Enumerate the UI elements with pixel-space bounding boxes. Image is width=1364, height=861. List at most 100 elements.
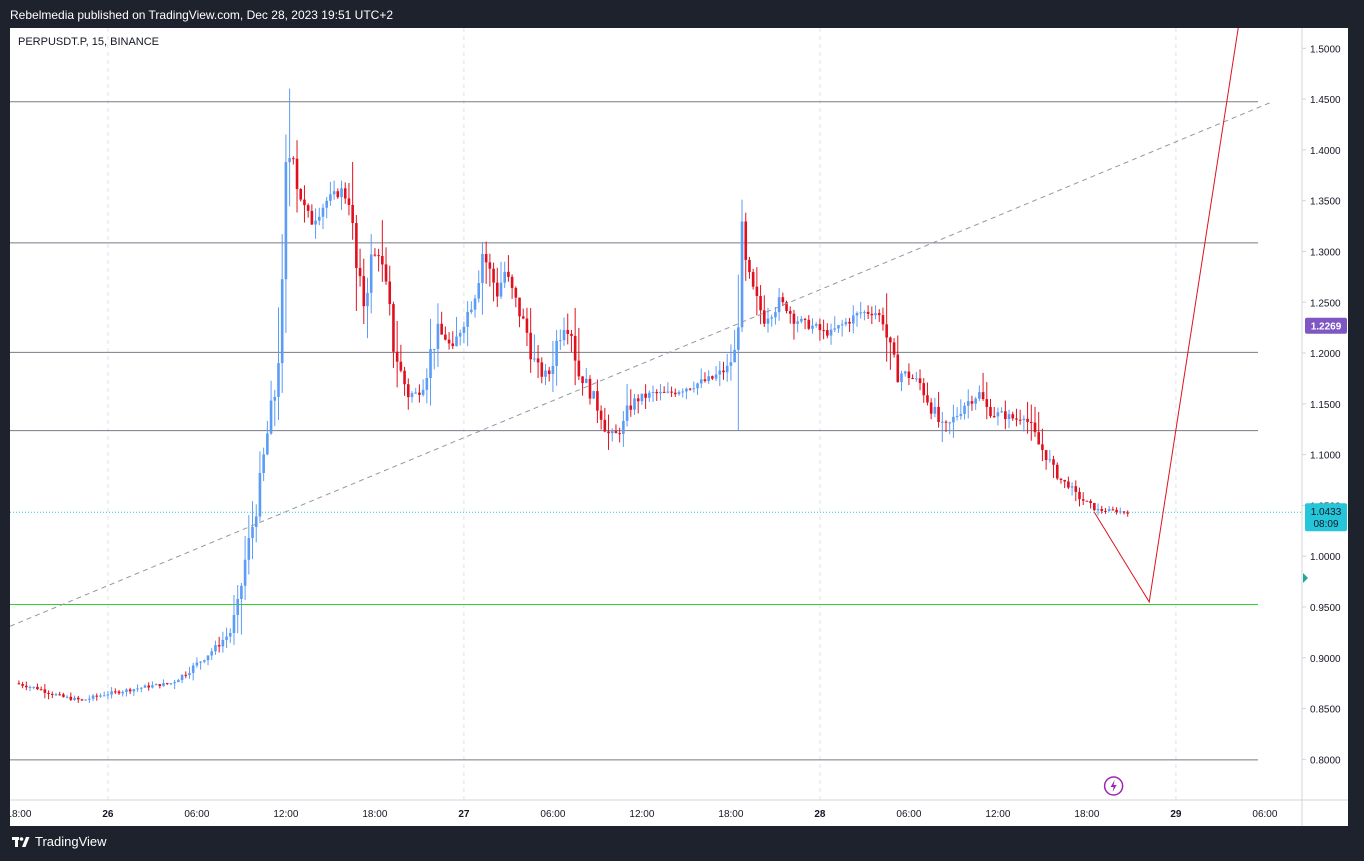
price-chart[interactable]: 0.80000.85000.90000.95001.00001.05001.10… (10, 28, 1348, 826)
candle-body (495, 282, 499, 297)
candle-body (625, 405, 629, 421)
candle-body (581, 376, 584, 384)
candle-body (284, 162, 288, 280)
candle (536, 345, 540, 379)
symbol-label[interactable]: PERPUSDT.P, 15, BINANCE (18, 36, 159, 48)
candle-body (1081, 499, 1085, 501)
last-price-badge (1305, 503, 1347, 532)
candle-body (952, 416, 955, 423)
candle-body (892, 342, 896, 355)
candle (1067, 476, 1070, 490)
candle-body (1041, 444, 1044, 451)
candle (1037, 411, 1041, 445)
candle (381, 220, 384, 282)
candle-body (788, 311, 792, 314)
candle-body (95, 695, 99, 697)
candle (922, 378, 926, 403)
candle (288, 88, 291, 207)
candle-body (421, 389, 425, 395)
candle-body (547, 370, 551, 374)
price-axis-bg[interactable] (1302, 28, 1348, 800)
candle (978, 385, 981, 402)
candle (225, 627, 228, 649)
price-tick-label: 0.9000 (1310, 654, 1341, 665)
candle (369, 234, 373, 314)
candle-body (377, 255, 380, 257)
candle-body (17, 683, 21, 685)
candle (147, 682, 150, 691)
candle-body (1033, 422, 1037, 433)
candle-body (1118, 511, 1122, 513)
candle-body (863, 311, 866, 313)
candle (499, 261, 503, 300)
candle (62, 692, 65, 698)
candle-body (1004, 411, 1007, 420)
candle (1011, 411, 1015, 421)
candle (403, 366, 406, 396)
candle-body (966, 401, 970, 406)
candle (874, 305, 877, 320)
candle-body (351, 204, 354, 224)
candle-body (644, 393, 647, 398)
candle-body (922, 383, 926, 396)
candle (355, 215, 358, 311)
candle (247, 515, 251, 575)
candle-body (744, 221, 748, 260)
candle-body (76, 697, 80, 700)
candle-body (425, 378, 429, 390)
candle (280, 234, 284, 393)
candle (866, 305, 870, 320)
tradingview-logo-icon (12, 835, 30, 849)
candle (43, 684, 47, 699)
candle-body (221, 640, 225, 647)
candle (584, 367, 588, 384)
candle-body (681, 391, 685, 393)
candle-body (355, 223, 358, 268)
candle (837, 324, 840, 333)
candle-body (73, 697, 76, 700)
candle-body (399, 361, 403, 371)
candle (648, 390, 651, 402)
candle-body (236, 598, 239, 615)
candle-body (607, 431, 610, 434)
candle-body (381, 255, 384, 265)
candle (507, 255, 510, 282)
candle (136, 684, 139, 692)
candle (180, 674, 184, 684)
time-axis[interactable]: 18:00 26 06:00 12:00 18:00 27 06:00 12:00 18:00 2… (10, 809, 1278, 820)
candle (1078, 487, 1081, 507)
candle (251, 501, 254, 560)
candle-body (447, 339, 451, 344)
candle-body (117, 691, 121, 694)
candle-body (225, 636, 228, 641)
candle (551, 340, 555, 392)
candle-body (544, 370, 547, 377)
time-tick-label: 18:00 (362, 809, 387, 820)
candle (796, 316, 799, 333)
candle-body (651, 391, 655, 393)
candle (596, 379, 599, 424)
candle (95, 693, 99, 701)
candle-body (915, 378, 918, 380)
candle (410, 391, 414, 403)
candle (1107, 505, 1111, 512)
candle (870, 306, 874, 325)
price-tick-label: 1.0000 (1310, 552, 1341, 563)
candle-body (584, 378, 588, 384)
candle (562, 317, 566, 346)
candle (69, 692, 73, 701)
candle (892, 338, 896, 358)
candle (770, 314, 774, 327)
candle (362, 258, 366, 324)
candle-body (473, 298, 477, 310)
candle (952, 404, 955, 438)
candle-body (770, 317, 774, 319)
candle-body (989, 406, 992, 417)
candle-body (570, 333, 573, 336)
brand-text: TradingView (35, 834, 107, 849)
candle-body (711, 376, 714, 379)
candle (84, 699, 87, 701)
candle-body (822, 330, 825, 332)
candle (1052, 455, 1055, 479)
